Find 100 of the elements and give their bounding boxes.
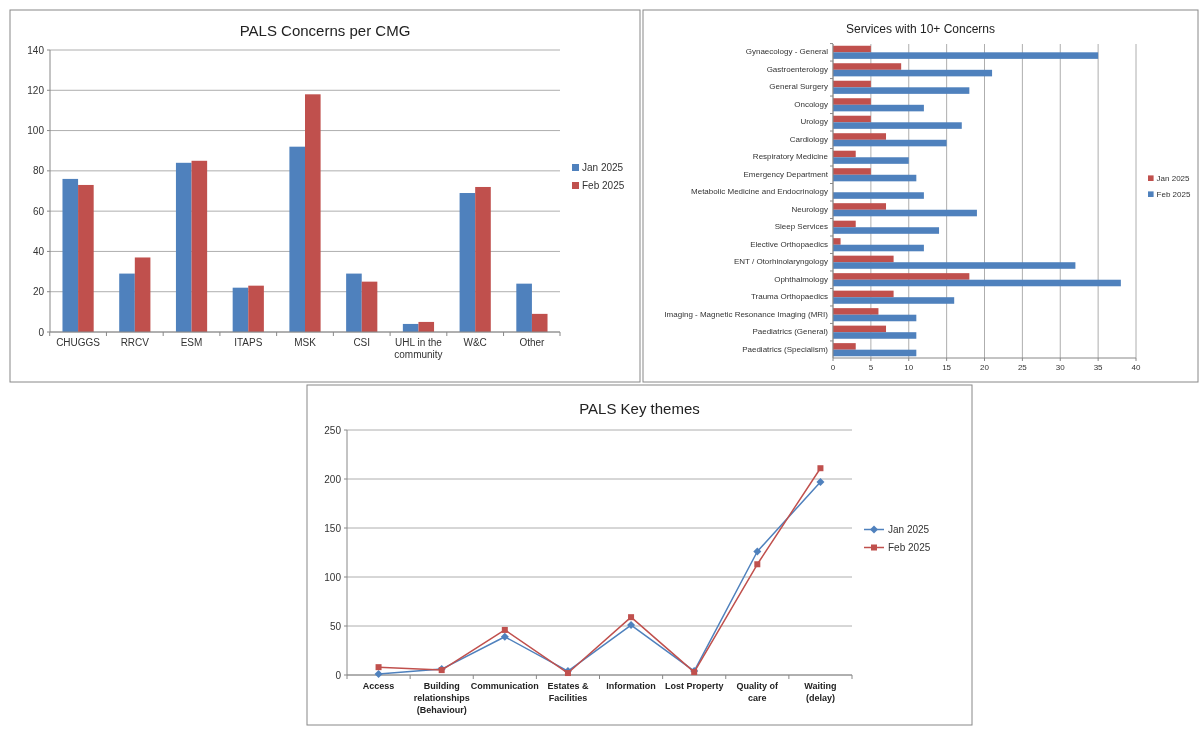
y-tick-label: 40: [32, 245, 45, 257]
x-tick-label: 20: [980, 363, 990, 372]
bar: [833, 290, 894, 298]
x-tick-label: Information: [606, 681, 656, 691]
bar: [833, 139, 947, 147]
bar: [833, 325, 887, 333]
bar: [833, 80, 871, 88]
bar: [833, 227, 940, 234]
bar: [459, 193, 476, 332]
point: [754, 561, 761, 568]
x-tick-label: ITAPS: [234, 337, 263, 348]
x-tick-label: UHL in the community: [394, 337, 443, 360]
y-tick-label: Sleep Services: [774, 222, 828, 232]
y-tick-label: 20: [32, 286, 45, 298]
point: [628, 614, 635, 621]
bar: [833, 297, 955, 304]
y-tick-label: 200: [324, 473, 342, 485]
bar: [833, 273, 970, 280]
chart-title: PALS Key themes: [579, 399, 700, 417]
bar: [78, 184, 94, 332]
x-tick-label: Lost Property: [664, 681, 724, 691]
bar: [833, 314, 917, 322]
y-tick-label: Metabolic Medicine and Endocrinology: [691, 187, 828, 197]
bar: [833, 104, 924, 112]
x-tick-label: Other: [519, 337, 546, 348]
y-tick-label: 100: [324, 571, 342, 583]
bar: [475, 186, 491, 332]
bar: [134, 257, 151, 332]
point: [374, 670, 383, 679]
y-tick-label: ENT / Otorhinolaryngology: [733, 257, 828, 267]
bar: [833, 133, 887, 140]
point: [500, 632, 509, 641]
x-tick-label: ESM: [180, 337, 203, 348]
x-tick-label: Communication: [470, 681, 539, 691]
bar: [833, 45, 871, 53]
y-tick-label: 0: [38, 326, 45, 338]
y-tick-label: Oncology: [794, 99, 828, 109]
bar: [833, 203, 887, 210]
legend-label: Feb 2025: [582, 180, 625, 191]
bar: [305, 94, 321, 332]
bar: [346, 273, 362, 332]
x-tick-label: 40: [1131, 363, 1141, 372]
x-tick-label: RRCV: [120, 337, 150, 348]
y-tick-label: 140: [27, 44, 45, 56]
bar: [833, 255, 894, 263]
legend-label: Feb 2025: [1156, 190, 1191, 199]
y-tick-label: 60: [32, 205, 45, 217]
x-tick-label: CSI: [353, 337, 371, 348]
bar: [119, 273, 135, 332]
bar: [289, 146, 305, 332]
y-tick-label: Respiratory Medicine: [752, 152, 829, 162]
bar: [833, 308, 879, 315]
point: [753, 547, 762, 556]
x-tick-label: Waiting (delay): [804, 681, 837, 703]
bar: [833, 174, 917, 182]
chart-title: Services with 10+ Concerns: [845, 22, 996, 36]
y-tick-label: Gynaecology - General: [745, 47, 829, 57]
y-tick-label: 150: [324, 522, 342, 534]
bar: [833, 98, 871, 105]
legend-label: Jan 2025: [888, 523, 930, 535]
x-tick-label: CHUGGS: [56, 337, 101, 348]
y-tick-label: Ophthalmology: [774, 274, 828, 284]
x-tick-label: 10: [904, 363, 914, 372]
point: [816, 477, 825, 486]
y-tick-label: 80: [32, 165, 45, 177]
y-tick-label: Emergency Department: [743, 169, 829, 179]
point: [627, 621, 636, 630]
y-tick-label: General Surgery: [769, 82, 828, 92]
bar: [175, 162, 192, 332]
y-tick-label: Imaging - Magnetic Resonance Imaging (MRI): [664, 309, 829, 319]
y-tick-label: 100: [27, 125, 45, 137]
legend-label: Jan 2025: [582, 162, 624, 173]
point: [375, 664, 382, 671]
bar: [833, 343, 856, 350]
bar: [833, 279, 1121, 287]
y-tick-label: 0: [335, 669, 342, 681]
bar: [361, 281, 378, 332]
x-tick-label: W&C: [463, 337, 487, 348]
x-tick-label: 35: [1093, 363, 1104, 372]
x-tick-label: 5: [868, 363, 874, 372]
x-tick-label: 30: [1055, 363, 1066, 372]
bar: [531, 313, 548, 332]
bar: [833, 168, 871, 175]
y-tick-label: 50: [329, 620, 342, 632]
y-tick-label: Cardiology: [789, 134, 828, 144]
bar: [516, 283, 532, 332]
bar: [418, 321, 435, 332]
bar: [833, 244, 924, 252]
y-tick-label: Urology: [800, 117, 828, 127]
x-tick-label: 15: [942, 363, 952, 372]
x-tick-label: 0: [830, 363, 836, 372]
x-tick-label: Estates & Facilities: [547, 681, 589, 703]
bar: [62, 178, 79, 332]
y-tick-label: 250: [324, 424, 342, 436]
x-tick-label: Building relationships (Behaviour): [413, 681, 470, 715]
bar: [833, 349, 917, 357]
bar: [833, 52, 1099, 59]
point: [501, 626, 508, 633]
y-tick-label: Paediatrics (General): [752, 327, 829, 337]
y-tick-label: Gastroenterology: [766, 64, 828, 74]
